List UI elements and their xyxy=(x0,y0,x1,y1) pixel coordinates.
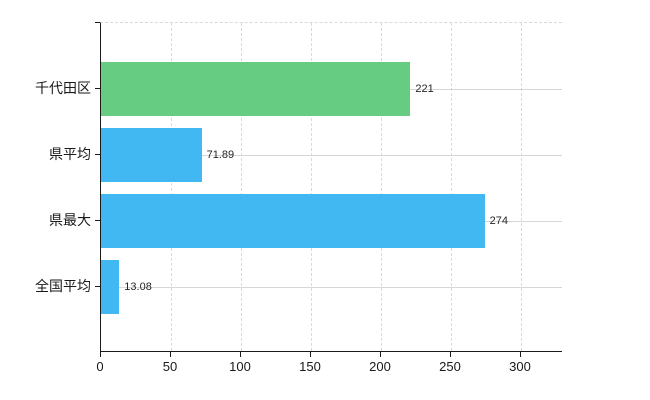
x-axis-tick xyxy=(170,352,171,357)
gridline-vertical xyxy=(381,23,382,351)
gridline-vertical xyxy=(451,23,452,351)
x-axis-tick-label: 100 xyxy=(229,359,251,374)
y-axis-label-県平均: 県平均 xyxy=(49,146,91,162)
x-axis-tick-label: 300 xyxy=(509,359,531,374)
x-axis-tick xyxy=(310,352,311,357)
y-axis-label-県最大: 県最大 xyxy=(49,212,91,228)
x-axis-tick-label: 200 xyxy=(369,359,391,374)
bar-value-label: 71.89 xyxy=(206,149,235,161)
bar-value-label: 221 xyxy=(415,83,434,95)
x-axis-tick-label: 150 xyxy=(299,359,321,374)
y-axis-tick xyxy=(95,154,100,155)
x-axis-tick-label: 0 xyxy=(96,359,104,374)
bar-県平均 xyxy=(101,128,202,182)
y-axis-label-全国平均: 全国平均 xyxy=(35,278,91,294)
y-axis-label-千代田区: 千代田区 xyxy=(35,80,91,96)
gridline-horizontal xyxy=(101,287,562,288)
y-axis-tick xyxy=(95,220,100,221)
x-axis-tick-label: 50 xyxy=(162,359,178,374)
x-axis-tick xyxy=(380,352,381,357)
y-axis-tick xyxy=(95,286,100,287)
gridline-vertical xyxy=(241,23,242,351)
bar-value-label: 274 xyxy=(489,215,508,227)
x-axis-tick-label: 250 xyxy=(439,359,461,374)
y-axis-tick xyxy=(95,22,100,23)
bar-千代田区 xyxy=(101,62,411,116)
gridline-horizontal xyxy=(101,155,562,156)
gridline-vertical xyxy=(521,23,522,351)
bar-全国平均 xyxy=(101,260,120,314)
bar-value-label: 13.08 xyxy=(124,281,152,293)
gridline-vertical xyxy=(171,23,172,351)
gridline-vertical xyxy=(311,23,312,351)
plot-area: 221 71.89 274 13.08 xyxy=(100,22,562,352)
x-axis-tick xyxy=(100,352,101,357)
x-axis-tick xyxy=(240,352,241,357)
x-axis-tick xyxy=(520,352,521,357)
bar-県最大 xyxy=(101,194,485,248)
y-axis-tick xyxy=(95,88,100,89)
x-axis-tick xyxy=(450,352,451,357)
